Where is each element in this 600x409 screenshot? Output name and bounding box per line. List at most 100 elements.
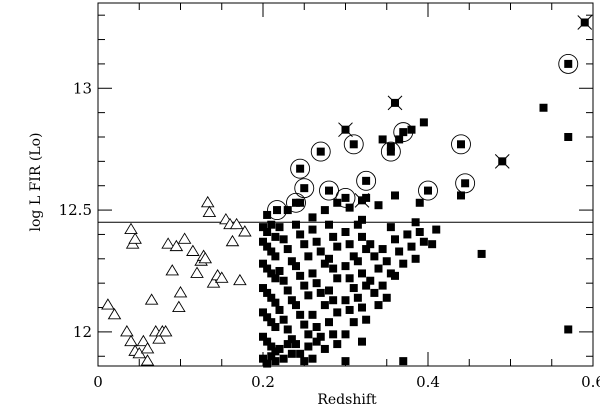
- data-point: [411, 218, 420, 227]
- data-point: [190, 266, 204, 278]
- data-point: [395, 135, 404, 144]
- data-point: [391, 191, 399, 200]
- data-point: [362, 315, 371, 324]
- data-point: [358, 337, 366, 346]
- data-point: [292, 220, 300, 229]
- data-point: [374, 201, 383, 210]
- data-point: [386, 142, 395, 151]
- data-point: [399, 357, 408, 366]
- data-point: [312, 323, 321, 332]
- data-point: [316, 332, 325, 341]
- data-point: [263, 210, 272, 219]
- data-point: [333, 340, 342, 349]
- data-point-circle: [451, 134, 471, 155]
- data-point: [271, 357, 280, 366]
- data-point: [457, 191, 465, 200]
- data-point: [349, 318, 358, 327]
- data-point: [564, 325, 573, 334]
- data-point: [362, 281, 371, 290]
- data-point: [177, 232, 192, 244]
- data-point: [271, 347, 280, 356]
- data-point: [564, 132, 573, 141]
- data-point: [316, 288, 325, 297]
- data-point: [287, 257, 296, 266]
- data-point: [267, 352, 276, 361]
- data-point: [349, 140, 358, 149]
- data-point: [296, 349, 305, 358]
- data-point-circle: [267, 200, 287, 221]
- data-point: [415, 228, 424, 237]
- data-point: [329, 232, 338, 241]
- y-tick-label: 12.5: [59, 201, 92, 219]
- data-point: [292, 198, 300, 207]
- data-point: [407, 242, 416, 251]
- data-point: [144, 293, 159, 305]
- plot-border: [97, 2, 594, 367]
- data-point-circle: [418, 180, 438, 201]
- data-point: [267, 293, 276, 302]
- data-point: [308, 225, 317, 234]
- data-point: [370, 252, 379, 261]
- data-point: [271, 252, 280, 261]
- data-point: [120, 325, 134, 337]
- data-point: [259, 237, 267, 246]
- data-point: [263, 337, 272, 346]
- data-point: [107, 307, 122, 320]
- data-point: [386, 269, 395, 278]
- data-point: [169, 239, 184, 252]
- data-point: [186, 244, 200, 256]
- data-point: [263, 288, 272, 297]
- data-point: [329, 264, 338, 273]
- data-point: [279, 276, 288, 285]
- data-point: [200, 195, 215, 208]
- data-point: [275, 223, 284, 232]
- data-point: [325, 186, 333, 195]
- data-point: [320, 301, 329, 310]
- data-point: [283, 325, 292, 334]
- data-point: [399, 128, 408, 137]
- data-point: [378, 245, 387, 254]
- data-point: [158, 325, 173, 337]
- data-point: [362, 193, 371, 202]
- data-point-cross: [338, 122, 353, 138]
- data-point: [386, 223, 395, 232]
- data-point: [275, 266, 284, 275]
- data-point: [271, 298, 280, 307]
- data-point: [419, 237, 428, 246]
- data-point: [564, 59, 573, 68]
- data-point: [263, 228, 272, 237]
- data-point: [304, 342, 313, 351]
- data-point-circle: [290, 158, 311, 179]
- data-point: [198, 251, 213, 264]
- data-point: [161, 237, 175, 249]
- data-point: [292, 301, 300, 310]
- data-point: [259, 223, 267, 232]
- data-point: [275, 344, 284, 353]
- data-point: [292, 340, 300, 349]
- data-point: [419, 118, 428, 127]
- plot-frame: [97, 2, 594, 367]
- data-point: [271, 232, 280, 241]
- data-point: [124, 334, 138, 347]
- data-point: [358, 303, 366, 312]
- data-point: [411, 254, 420, 263]
- data-point: [358, 269, 366, 278]
- data-point: [333, 308, 342, 317]
- data-point: [267, 342, 276, 351]
- data-point: [386, 147, 395, 156]
- data-point: [320, 259, 329, 268]
- data-point: [345, 203, 354, 212]
- data-point: [345, 240, 354, 249]
- data-point: [395, 247, 404, 256]
- data-point: [345, 274, 354, 283]
- data-point: [128, 232, 142, 244]
- data-point: [391, 235, 399, 244]
- data-point-circle: [310, 141, 331, 162]
- data-point: [341, 330, 350, 339]
- data-point: [374, 264, 383, 273]
- data-point: [140, 342, 155, 354]
- data-point-cross: [577, 15, 593, 30]
- data-point: [370, 288, 379, 297]
- data-point: [341, 296, 350, 305]
- data-point: [263, 242, 272, 251]
